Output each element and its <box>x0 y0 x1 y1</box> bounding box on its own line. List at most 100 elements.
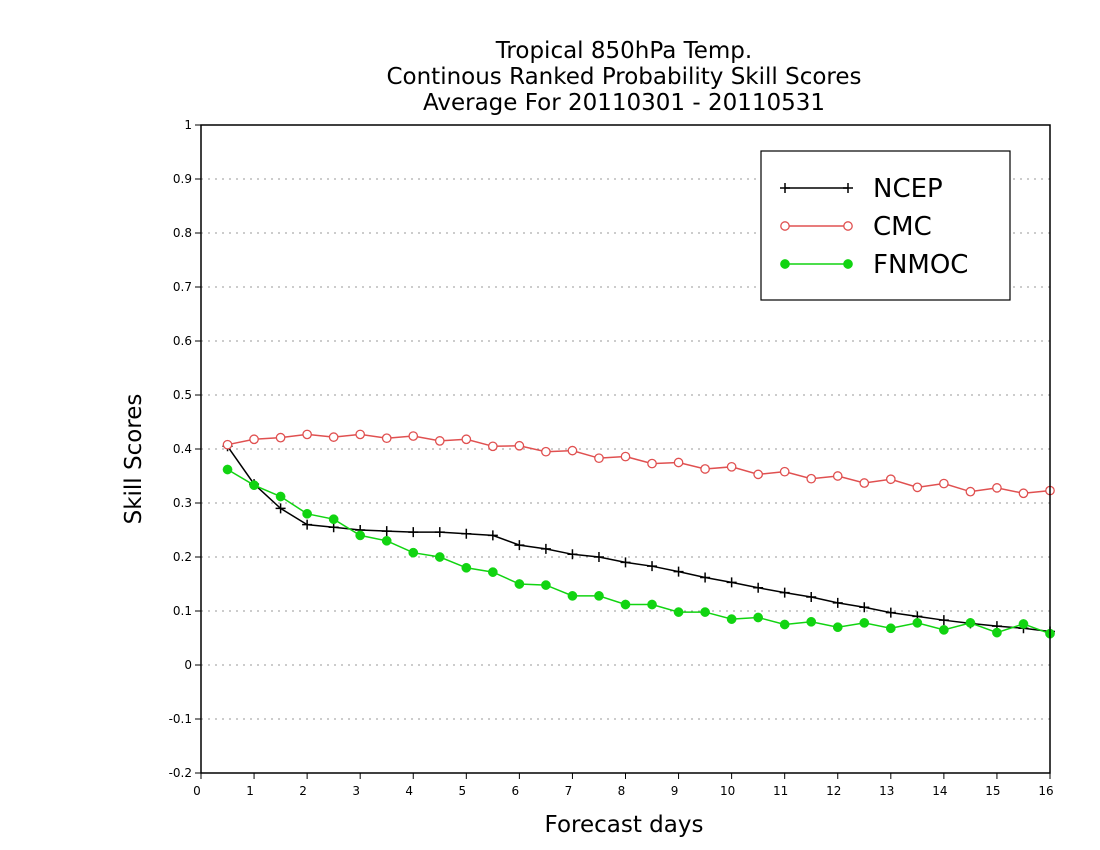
title-line-1: Tropical 850hPa Temp. <box>495 38 752 64</box>
point-ncep <box>408 527 419 538</box>
point-cmc <box>806 473 817 484</box>
point-fnmoc <box>249 480 259 491</box>
x-tick-label: 13 <box>879 784 894 798</box>
legend-marker-fnmoc <box>780 259 790 269</box>
legend-label-ncep: NCEP <box>873 174 943 204</box>
point-cmc <box>541 446 551 457</box>
point-ncep <box>487 530 498 541</box>
y-tick-label: 0 <box>184 658 192 672</box>
point-fnmoc <box>434 552 445 562</box>
point-ncep <box>275 503 286 514</box>
point-cmc <box>700 464 710 474</box>
point-fnmoc <box>673 607 684 617</box>
y-tick-label: 0.8 <box>173 226 192 240</box>
x-tick-label: 15 <box>985 784 1000 798</box>
x-tick-label: 3 <box>352 784 360 798</box>
line-fnmoc <box>227 468 1051 635</box>
point-fnmoc <box>355 530 366 541</box>
point-fnmoc <box>647 599 657 610</box>
point-cmc <box>249 434 259 445</box>
legend-item-ncep: NCEP <box>780 174 943 204</box>
point-ncep <box>700 572 711 583</box>
legend-label-cmc: CMC <box>873 212 932 242</box>
series-ncep <box>222 441 1055 637</box>
point-ncep <box>885 607 896 618</box>
point-cmc <box>275 432 286 443</box>
point-cmc <box>328 432 339 442</box>
series-cmc <box>222 429 1055 499</box>
point-cmc <box>1018 488 1029 499</box>
y-tick-label: 0.7 <box>173 280 192 294</box>
series-layer <box>222 429 1055 639</box>
point-cmc <box>514 440 525 451</box>
x-axis-title: Forecast days <box>545 812 704 838</box>
point-cmc <box>912 482 923 493</box>
point-cmc <box>832 471 843 481</box>
x-tick-label: 4 <box>405 784 413 798</box>
point-ncep <box>647 561 658 572</box>
point-fnmoc <box>753 612 764 623</box>
legend-marker-cmc <box>780 221 790 231</box>
point-fnmoc <box>885 623 896 634</box>
point-fnmoc <box>700 607 710 617</box>
point-fnmoc <box>381 535 392 546</box>
point-cmc <box>381 433 392 444</box>
x-tick-label: 11 <box>773 784 788 798</box>
point-fnmoc <box>726 614 737 624</box>
point-fnmoc <box>487 567 498 577</box>
point-ncep <box>567 549 578 560</box>
legend-marker-ncep <box>843 183 853 193</box>
point-cmc <box>992 483 1002 493</box>
point-ncep <box>540 543 551 554</box>
point-cmc <box>647 458 657 469</box>
point-ncep <box>938 615 949 626</box>
x-tick-label: 10 <box>720 784 735 798</box>
point-cmc <box>302 429 312 440</box>
legend-item-cmc: CMC <box>780 212 932 242</box>
point-fnmoc <box>328 514 339 525</box>
legend-item-fnmoc: FNMOC <box>780 250 968 280</box>
plot-frame <box>200 124 1051 774</box>
point-cmc <box>779 466 790 477</box>
point-ncep <box>673 566 684 577</box>
point-fnmoc <box>222 464 233 475</box>
point-fnmoc <box>859 618 870 628</box>
chart-title: Tropical 850hPa Temp. Continous Ranked P… <box>386 38 861 116</box>
point-fnmoc <box>620 599 631 610</box>
point-fnmoc <box>408 547 419 558</box>
point-cmc <box>408 431 419 441</box>
x-tick-label: 1 <box>246 784 254 798</box>
point-fnmoc <box>275 491 286 502</box>
legend-marker-cmc <box>843 221 853 231</box>
y-tick-label: -0.2 <box>169 766 192 780</box>
y-tick-label: 1 <box>184 118 192 132</box>
point-cmc <box>567 445 578 456</box>
point-ncep <box>753 582 764 593</box>
x-tick-label: 16 <box>1038 784 1053 798</box>
legend: NCEP CMC FNMOC <box>760 150 1011 301</box>
x-tick-label: 6 <box>512 784 520 798</box>
point-ncep <box>593 552 604 562</box>
point-cmc <box>461 434 472 445</box>
legend-marker-ncep <box>780 183 790 193</box>
series-fnmoc <box>222 464 1055 639</box>
point-fnmoc <box>1018 619 1029 629</box>
x-tick-label: 14 <box>932 784 947 798</box>
x-tick-label: 2 <box>299 784 307 798</box>
x-tick-label: 0 <box>193 784 201 798</box>
x-tick-label: 5 <box>458 784 466 798</box>
title-line-3: Average For 20110301 - 20110531 <box>423 90 825 116</box>
point-ncep <box>514 540 525 551</box>
y-tick-label: 0.3 <box>173 496 192 510</box>
point-cmc <box>594 453 604 464</box>
y-tick-label: 0.1 <box>173 604 192 618</box>
point-cmc <box>434 436 445 446</box>
point-fnmoc <box>514 579 525 589</box>
point-cmc <box>620 451 631 462</box>
point-fnmoc <box>567 591 578 601</box>
point-cmc <box>885 474 896 485</box>
title-line-2: Continous Ranked Probability Skill Score… <box>386 64 861 90</box>
x-tick-label: 9 <box>671 784 679 798</box>
point-cmc <box>965 486 976 497</box>
